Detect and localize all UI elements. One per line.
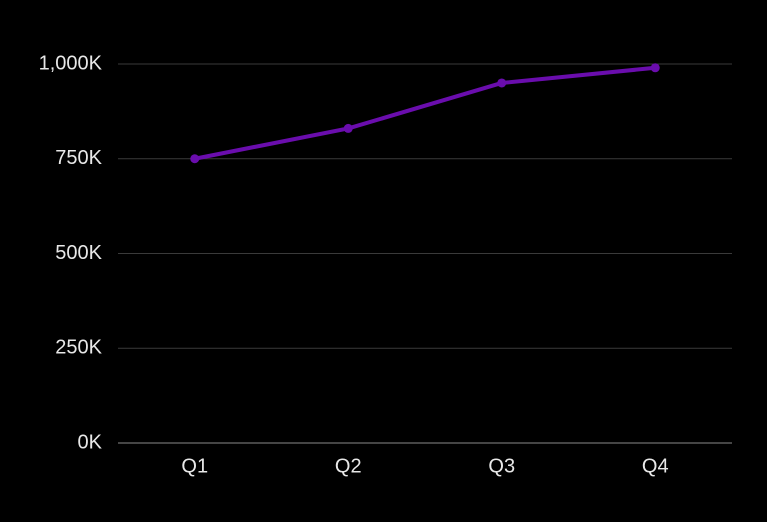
data-point-marker <box>650 63 660 73</box>
data-point-marker <box>343 123 353 133</box>
y-tick-label: 750K <box>55 147 102 169</box>
y-tick-label: 0K <box>78 431 103 453</box>
x-tick-label: Q3 <box>488 455 515 477</box>
y-tick-label: 250K <box>55 337 102 359</box>
series-line-group <box>190 63 660 164</box>
x-tick-label: Q2 <box>335 455 362 477</box>
x-axis-tick-labels: Q1 Q2 Q3 Q4 <box>181 455 668 477</box>
y-axis-tick-labels: 0K 250K 500K 750K 1,000K <box>39 52 103 453</box>
x-tick-label: Q4 <box>642 455 669 477</box>
gridlines <box>118 63 732 444</box>
y-tick-label: 1,000K <box>39 52 103 74</box>
data-point-marker <box>497 78 507 88</box>
data-point-marker <box>190 154 200 164</box>
y-tick-label: 500K <box>55 242 102 264</box>
x-tick-label: Q1 <box>181 455 208 477</box>
series-line <box>192 65 658 161</box>
